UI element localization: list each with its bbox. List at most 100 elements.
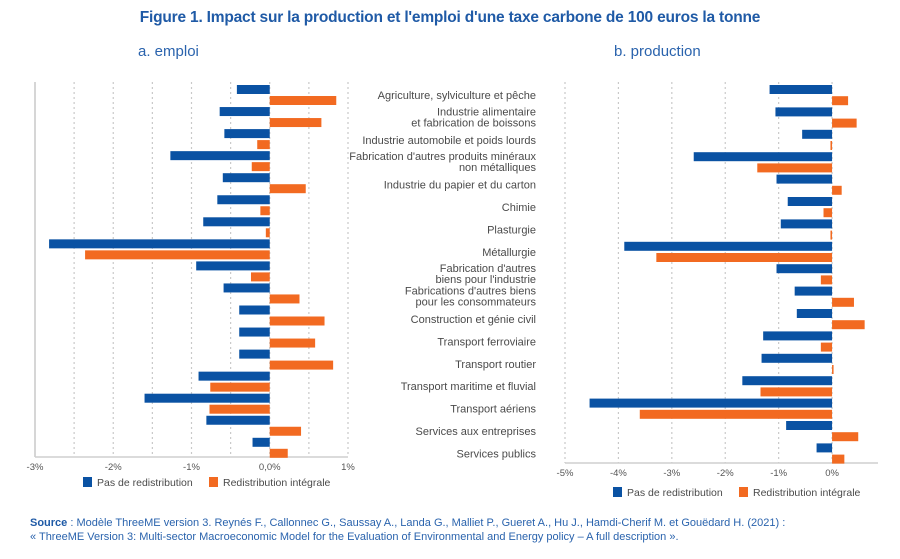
figure-title: Figure 1. Impact sur la production et l'… [139, 9, 761, 26]
bar-pas-de-redistribution [239, 305, 270, 315]
bar-pas-de-redistribution [794, 286, 833, 296]
category-label: Transport maritime et fluvial [401, 381, 536, 393]
bar-redistribution-integrale [269, 360, 334, 370]
bar-redistribution-integrale [269, 316, 325, 326]
bar-pas-de-redistribution [589, 398, 833, 408]
bar-redistribution-integrale [820, 342, 833, 352]
bar-pas-de-redistribution [742, 376, 833, 386]
legend-swatch-pas-de-redistribution [83, 477, 92, 487]
bar-redistribution-integrale [265, 228, 270, 238]
category-label: Industrie du papier et du carton [384, 180, 536, 192]
bar-redistribution-integrale [269, 338, 316, 348]
bar-redistribution-integrale [269, 184, 306, 194]
panel-a-title: a. emploi [138, 43, 199, 60]
source-line-1: : Modèle ThreeME version 3. Reynés F., C… [67, 517, 786, 529]
bar-redistribution-integrale [257, 140, 270, 150]
category-label: Agriculture, sylviculture et pêche [378, 90, 536, 102]
bar-pas-de-redistribution [224, 129, 270, 139]
bar-pas-de-redistribution [252, 437, 270, 447]
bar-redistribution-integrale [250, 272, 270, 282]
bar-redistribution-integrale [832, 454, 845, 464]
category-label: non métalliques [459, 162, 537, 174]
bar-pas-de-redistribution [776, 174, 833, 184]
panel-b-title: b. production [614, 43, 701, 60]
legend-swatch-pas-de-redistribution [613, 487, 622, 497]
bar-pas-de-redistribution [236, 85, 270, 94]
bar-redistribution-integrale [832, 96, 849, 106]
bar-pas-de-redistribution [203, 217, 270, 227]
chart-production: -5% -4% -3% -2% -1% 0% Pas de redistribution Re… [557, 82, 878, 499]
bar-pas-de-redistribution [796, 309, 833, 318]
x-tick-label: -3% [27, 462, 44, 473]
bar-pas-de-redistribution [761, 353, 833, 363]
category-label: Métallurgie [482, 247, 536, 259]
bar-pas-de-redistribution [222, 173, 270, 183]
bar-redistribution-integrale [830, 141, 833, 150]
bar-redistribution-integrale [269, 118, 322, 128]
bar-pas-de-redistribution [239, 349, 270, 359]
category-label: Transport aériens [450, 404, 536, 416]
x-tick-label: -4% [610, 468, 627, 479]
bar-redistribution-integrale [269, 294, 300, 304]
bar-pas-de-redistribution [144, 393, 270, 403]
legend-label-redistribution-integrale: Redistribution intégrale [223, 477, 331, 489]
bar-pas-de-redistribution [206, 415, 270, 425]
bar-redistribution-integrale [757, 163, 833, 173]
category-label: pour les consommateurs [416, 297, 537, 309]
source-line-2: « ThreeME Version 3: Multi-sector Macroe… [30, 531, 679, 543]
x-tick-label: 1% [341, 462, 355, 473]
bar-redistribution-integrale [656, 253, 833, 262]
legend-label-redistribution-integrale: Redistribution intégrale [753, 487, 861, 499]
x-tick-label: -1% [770, 468, 787, 479]
category-label: Transport ferroviaire [437, 336, 536, 348]
x-tick-label: 0,0% [259, 462, 281, 473]
bar-pas-de-redistribution [196, 261, 270, 271]
bar-pas-de-redistribution [624, 241, 833, 251]
legend-label-pas-de-redistribution: Pas de redistribution [627, 487, 723, 499]
chart-emploi: -3% -2% -1% 0,0% 1% Pas de redistribution Redi… [27, 82, 355, 489]
category-label: Services publics [457, 448, 537, 460]
x-tick-label: -5% [557, 468, 574, 479]
bar-pas-de-redistribution [219, 107, 270, 117]
bar-redistribution-integrale [760, 387, 833, 397]
bar-redistribution-integrale [269, 426, 302, 436]
bar-pas-de-redistribution [776, 264, 833, 274]
bar-redistribution-integrale [832, 432, 859, 442]
category-label: Fabrication d'autres [440, 263, 537, 275]
bar-redistribution-integrale [832, 118, 857, 128]
x-tick-label: -2% [105, 462, 122, 473]
bar-redistribution-integrale [85, 250, 270, 260]
category-label: biens pour l'industrie [435, 274, 536, 286]
bar-redistribution-integrale [832, 297, 854, 307]
bar-redistribution-integrale [210, 382, 270, 392]
bar-pas-de-redistribution [198, 371, 270, 381]
bar-pas-de-redistribution [780, 219, 833, 229]
bar-pas-de-redistribution [49, 239, 270, 249]
bar-pas-de-redistribution [763, 331, 833, 341]
bar-pas-de-redistribution [239, 327, 270, 337]
x-tick-label: -3% [663, 468, 680, 479]
bar-pas-de-redistribution [170, 151, 270, 161]
bar-redistribution-integrale [823, 208, 833, 218]
bar-pas-de-redistribution [786, 421, 833, 430]
x-tick-label: -2% [717, 468, 734, 479]
bar-redistribution-integrale [639, 409, 833, 419]
bar-pas-de-redistribution [693, 152, 833, 162]
bar-redistribution-integrale [832, 365, 834, 374]
category-label: Fabrication d'autres produits minéraux [349, 151, 536, 163]
bar-pas-de-redistribution [816, 443, 833, 453]
category-label: Industrie automobile et poids lourds [362, 135, 536, 147]
source-note: Source : Modèle ThreeME version 3. Reyné… [30, 516, 890, 544]
legend-label-pas-de-redistribution: Pas de redistribution [97, 477, 193, 489]
bar-redistribution-integrale [830, 230, 833, 240]
bar-pas-de-redistribution [217, 195, 270, 205]
category-label: Chimie [502, 202, 536, 214]
category-label: et fabrication de boissons [411, 117, 536, 129]
bar-pas-de-redistribution [775, 107, 833, 117]
bar-redistribution-integrale [832, 185, 842, 195]
bar-pas-de-redistribution [769, 85, 833, 94]
bar-redistribution-integrale [209, 404, 270, 414]
category-label: Industrie alimentaire [437, 106, 536, 118]
category-label: Construction et génie civil [411, 314, 536, 326]
x-tick-label: 0% [825, 468, 839, 479]
